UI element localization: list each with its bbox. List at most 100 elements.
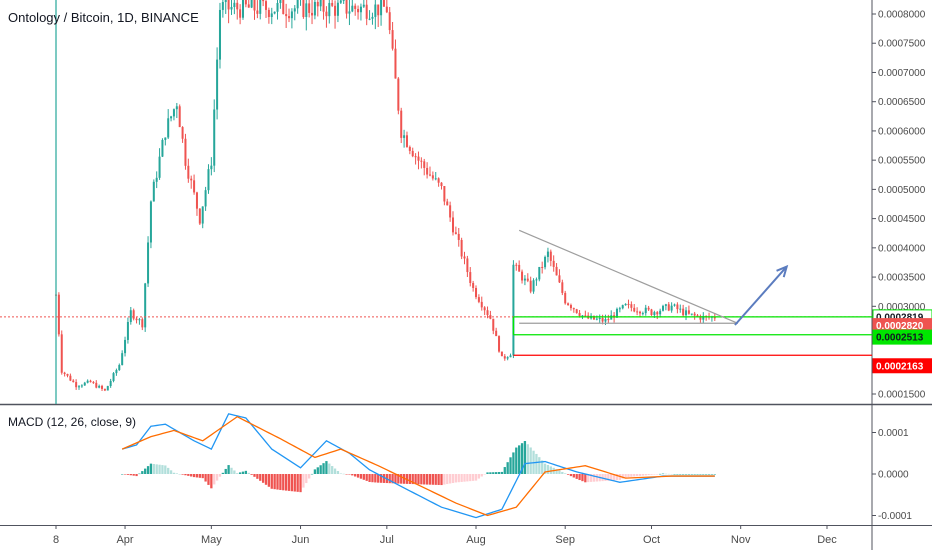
candle-body bbox=[216, 59, 219, 110]
candle-body bbox=[529, 280, 532, 292]
candle-body bbox=[98, 385, 101, 388]
candle-body bbox=[336, 2, 339, 16]
candle-body bbox=[233, 2, 236, 7]
candle-body bbox=[466, 258, 469, 273]
macd-histogram-bar bbox=[273, 474, 276, 490]
macd-histogram-bar bbox=[287, 474, 291, 491]
date-tick-label: Aug bbox=[466, 534, 486, 546]
candle-body bbox=[469, 272, 472, 283]
candle-body bbox=[78, 386, 81, 388]
candle-body bbox=[601, 317, 604, 322]
macd-histogram-bar bbox=[402, 474, 406, 484]
candle-body bbox=[679, 308, 682, 310]
macd-histogram-bar bbox=[561, 471, 564, 474]
macd-histogram-bar bbox=[155, 464, 158, 474]
macd-histogram-bar bbox=[201, 474, 204, 479]
macd-histogram-bar bbox=[417, 474, 420, 485]
candle-body bbox=[693, 313, 696, 316]
macd-histogram-bar bbox=[457, 474, 460, 483]
candle-body bbox=[218, 9, 221, 60]
candle-body bbox=[253, 0, 256, 11]
candle-body bbox=[647, 307, 650, 310]
candle-body bbox=[118, 365, 121, 371]
macd-histogram-bar bbox=[391, 474, 394, 484]
macd-histogram-bar bbox=[584, 474, 587, 483]
candle-body bbox=[495, 330, 498, 337]
candle-body bbox=[178, 106, 181, 128]
macd-histogram-bar bbox=[342, 473, 345, 475]
current-price-tag-label: 0.0002820 bbox=[876, 321, 924, 332]
macd-histogram-bar bbox=[187, 474, 190, 476]
candle-body bbox=[80, 385, 83, 387]
macd-histogram-bar bbox=[195, 474, 199, 478]
candle-body bbox=[578, 312, 581, 317]
candle-body bbox=[112, 373, 115, 381]
candle-body bbox=[101, 385, 104, 389]
macd-histogram-bar bbox=[247, 472, 250, 474]
candle-body bbox=[532, 280, 535, 292]
macd-histogram-bar bbox=[448, 474, 452, 484]
macd-histogram-bar bbox=[529, 447, 532, 474]
macd-histogram-bar bbox=[503, 467, 506, 474]
candle-body bbox=[664, 304, 667, 306]
macd-histogram-bar bbox=[500, 471, 504, 474]
macd-histogram-bar bbox=[331, 466, 334, 474]
macd-histogram-bar bbox=[446, 474, 449, 485]
price-tick-label: 0.0003500 bbox=[878, 273, 926, 284]
candle-body bbox=[676, 304, 679, 310]
macd-histogram-bar bbox=[705, 474, 708, 475]
macd-histogram-bar bbox=[696, 474, 699, 475]
candle-body bbox=[702, 315, 705, 320]
macd-histogram-bar bbox=[210, 474, 213, 489]
candle-body bbox=[644, 307, 647, 314]
candle-body bbox=[279, 0, 282, 4]
macd-histogram-bar bbox=[233, 470, 236, 474]
candle-body bbox=[552, 260, 555, 267]
candle-body bbox=[371, 16, 374, 19]
macd-histogram-bar bbox=[615, 474, 619, 481]
price-tick-label: 0.0003000 bbox=[878, 302, 926, 313]
candle-body bbox=[397, 78, 400, 111]
candle-body bbox=[368, 18, 371, 20]
candle-body bbox=[121, 353, 124, 366]
macd-histogram-bar bbox=[198, 474, 201, 478]
candle-body bbox=[144, 283, 147, 328]
candle-body bbox=[630, 304, 633, 308]
macd-tick-label: -0.0001 bbox=[878, 511, 912, 522]
macd-histogram-bar bbox=[610, 474, 613, 481]
macd-histogram-bar bbox=[374, 474, 377, 483]
candle-body bbox=[359, 6, 362, 13]
candle-body bbox=[682, 308, 685, 316]
macd-histogram-bar bbox=[241, 471, 245, 474]
candle-body bbox=[75, 382, 78, 388]
candle-body bbox=[575, 309, 578, 313]
macd-histogram-bar bbox=[313, 469, 317, 474]
macd-histogram-bar bbox=[290, 474, 294, 492]
candle-body bbox=[434, 178, 437, 180]
candle-body bbox=[477, 297, 480, 302]
candle-body bbox=[305, 3, 308, 17]
candle-body bbox=[604, 319, 607, 322]
macd-histogram-bar bbox=[388, 474, 391, 484]
macd-histogram-bar bbox=[400, 474, 403, 484]
macd-histogram-bar bbox=[267, 474, 271, 487]
macd-histogram-bar bbox=[676, 474, 679, 475]
macd-histogram-bar bbox=[612, 474, 616, 481]
macd-line bbox=[121, 413, 715, 519]
macd-pane bbox=[121, 413, 716, 519]
macd-histogram-bar bbox=[284, 474, 288, 491]
candle-body bbox=[569, 305, 572, 309]
price-tick-label: 0.0008000 bbox=[878, 10, 926, 21]
candle-body bbox=[581, 315, 584, 317]
candle-body bbox=[285, 14, 288, 17]
candle-body bbox=[149, 201, 152, 243]
macd-histogram-bar bbox=[624, 474, 627, 478]
macd-histogram-bar bbox=[207, 474, 210, 485]
macd-histogram-bar bbox=[428, 474, 432, 485]
macd-histogram-bar bbox=[146, 466, 150, 474]
macd-histogram-bar bbox=[480, 474, 483, 477]
macd-histogram-bar bbox=[690, 474, 693, 475]
candle-body bbox=[650, 309, 653, 316]
macd-histogram-bar bbox=[687, 474, 691, 475]
